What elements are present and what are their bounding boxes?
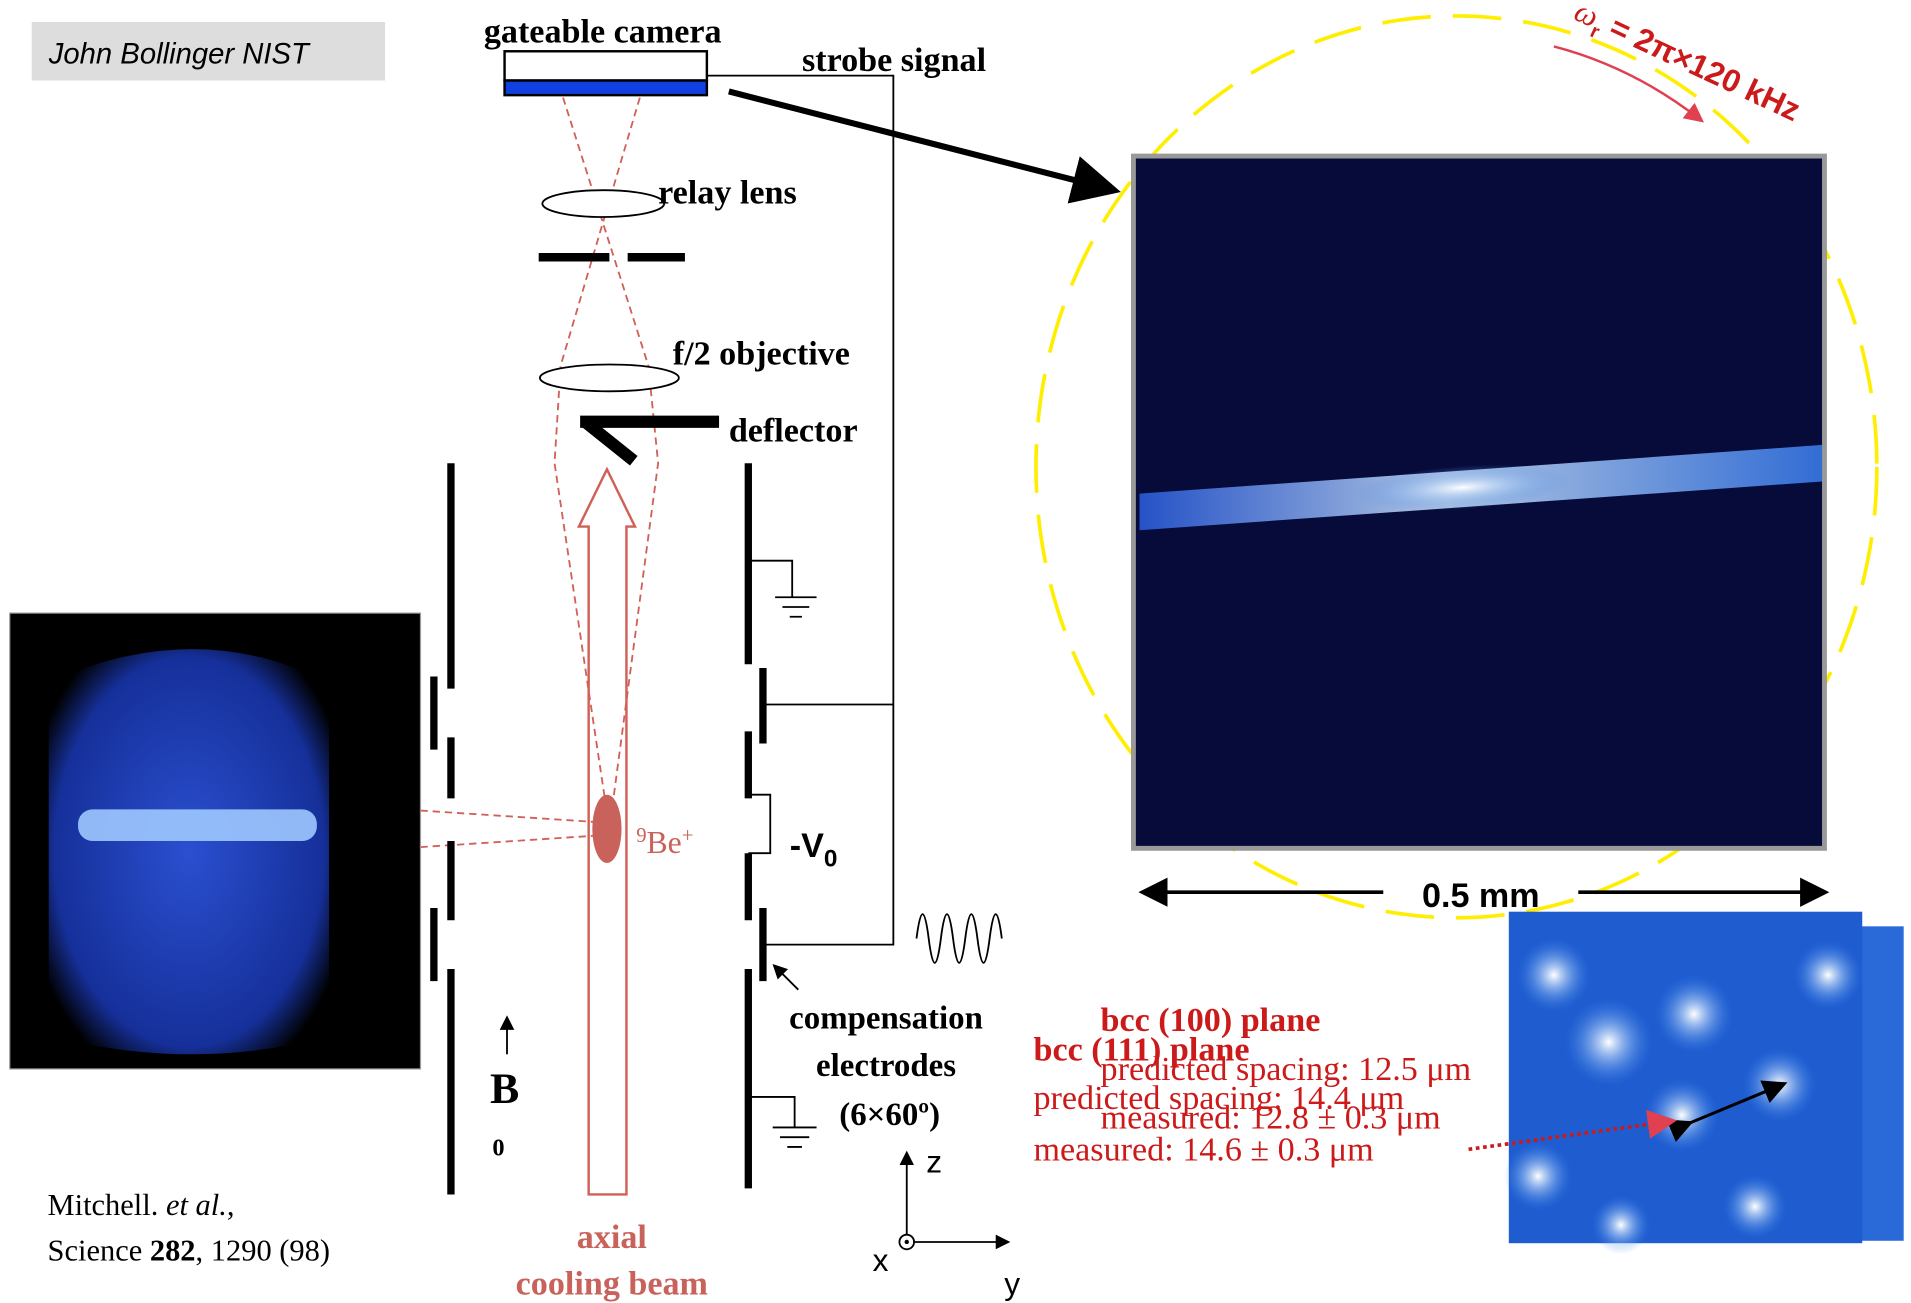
deflector-label: deflector [729, 412, 858, 449]
slide: John Bollinger NIST gateable camera stro… [0, 0, 1911, 1303]
strobe-label: strobe signal [802, 42, 986, 79]
voltage-label: -V0 [790, 827, 838, 873]
rf-signal [917, 914, 1002, 963]
line: electrodes [816, 1048, 956, 1084]
rotation-value: = 2π×120 kHz [1596, 5, 1806, 128]
ref-journal: Science [48, 1233, 150, 1267]
field-sub: 0 [492, 1134, 504, 1161]
x-label: x [873, 1242, 889, 1278]
ion-cloud-image [49, 649, 329, 1054]
line: (6×60º) [839, 1097, 940, 1133]
ion-sup: 9 [636, 825, 646, 847]
x-axis-dot [905, 1240, 909, 1244]
compensation-arrow [775, 967, 798, 990]
plane-measured: measured: 14.6 ± 0.3 μm [1034, 1131, 1374, 1168]
relay-lens [542, 190, 664, 217]
y-label: y [1004, 1265, 1020, 1301]
plane-title: bcc (111) plane [1034, 1031, 1250, 1068]
line: cooling beam [516, 1265, 708, 1302]
scale-label: 0.5 mm [1422, 877, 1540, 915]
line: compensation [789, 1001, 983, 1037]
beam-label: axial cooling beam [516, 1219, 708, 1302]
ref-volume: 282 [150, 1233, 196, 1267]
reference: Mitchell. et al., Science 282, 1290 (98) [48, 1188, 330, 1267]
rotation-label: ωr = 2π×120 kHz [1566, 0, 1805, 134]
field-label: B [490, 1065, 519, 1113]
ref-comma: , [227, 1188, 235, 1222]
ref-etal: et al. [166, 1188, 227, 1222]
plane-predicted: predicted spacing: 14.4 μm [1034, 1080, 1405, 1117]
ion-charge: + [682, 825, 694, 847]
camera-label: gateable camera [484, 14, 722, 51]
line: axial [577, 1219, 647, 1256]
objective-label: f/2 objective [673, 335, 850, 372]
credit: John Bollinger NIST [48, 38, 311, 70]
bracket [748, 795, 770, 854]
camera-sensor [505, 81, 707, 96]
voltage: -V [790, 827, 824, 865]
ion-cloud [592, 795, 621, 863]
objective [540, 364, 679, 391]
z-label: z [926, 1144, 942, 1180]
camera [505, 51, 707, 80]
ion-plane-image [78, 809, 317, 841]
ref-pages: , 1290 (98) [196, 1233, 330, 1267]
relay-lens-label: relay lens [658, 175, 797, 212]
compensation-label: compensation electrodes (6×60º) [789, 1001, 983, 1133]
ion-base: Be [647, 825, 682, 860]
deflector [580, 422, 719, 461]
ion-label: 9Be+ [636, 825, 693, 860]
ref-author: Mitchell. [48, 1188, 166, 1222]
voltage-sub: 0 [824, 846, 838, 873]
